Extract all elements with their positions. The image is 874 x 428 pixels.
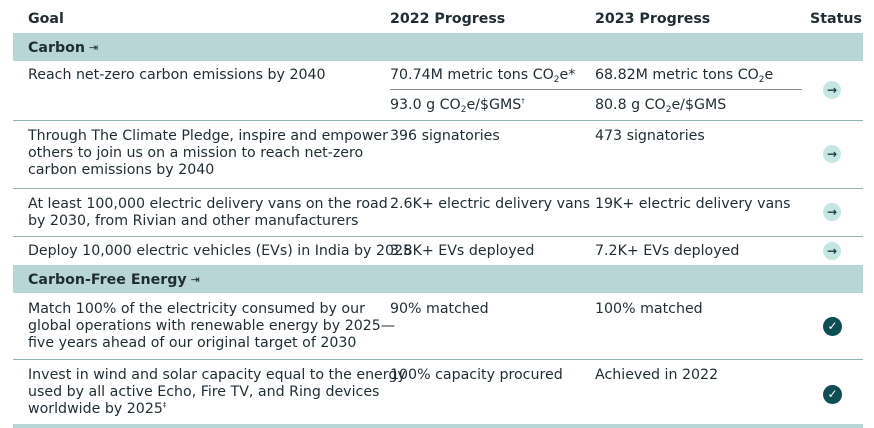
section-band-carbon (13, 33, 863, 61)
goal-text: others to join us on a mission to reach … (28, 145, 364, 161)
row-divider (13, 359, 863, 360)
progress-2023-value: Achieved in 2022 (595, 367, 719, 383)
progress-2023-value: 19K+ electric delivery vans (595, 196, 791, 212)
goal-text: used by all active Echo, Fire TV, and Ri… (28, 384, 380, 400)
goal-text: Reach net-zero carbon emissions by 2040 (28, 67, 326, 83)
progress-2023-value: 473 signatories (595, 128, 705, 144)
goal-text: Invest in wind and solar capacity equal … (28, 367, 406, 383)
row-divider (13, 120, 863, 121)
progress-2022-value: 70.74M metric tons CO2e* (390, 67, 576, 85)
check-icon: ✓ (823, 317, 842, 336)
goal-text: carbon emissions by 2040 (28, 162, 215, 178)
section-title-label: Carbon (28, 40, 85, 56)
row-divider (13, 236, 863, 237)
progress-2023-value: 100% matched (595, 301, 703, 317)
goal-text: Deploy 10,000 electric vehicles (EVs) in… (28, 243, 413, 259)
goal-text: by 2030, from Rivian and other manufactu… (28, 213, 359, 229)
goal-text: global operations with renewable energy … (28, 318, 396, 334)
progress-2022-value: 3.8K+ EVs deployed (390, 243, 535, 259)
section-title-carbon-free-energy[interactable]: Carbon-Free Energy ⇥ (28, 271, 200, 289)
section-band-carbon-free-energy (13, 265, 863, 293)
check-icon: ✓ (823, 385, 842, 404)
progress-2022-value: 396 signatories (390, 128, 500, 144)
progress-2023-value: 80.8 g CO2e/$GMS (595, 97, 727, 115)
progress-2022-value: 2.6K+ electric delivery vans (390, 196, 591, 212)
arrow-right-icon[interactable]: → (823, 203, 841, 221)
progress-2023-value: 7.2K+ EVs deployed (595, 243, 740, 259)
progress-2022-value: 93.0 g CO2e/$GMS† (390, 97, 525, 115)
goal-text: five years ahead of our original target … (28, 335, 357, 351)
section-title-carbon[interactable]: Carbon ⇥ (28, 39, 98, 57)
arrow-right-icon[interactable]: → (823, 242, 841, 260)
subrow-divider (390, 89, 802, 90)
progress-2022-value: 90% matched (390, 301, 489, 317)
section-title-label: Carbon-Free Energy (28, 272, 187, 288)
progress-2023-value: 68.82M metric tons CO2e (595, 67, 774, 85)
column-header-goal: Goal (28, 11, 64, 27)
goal-text: worldwide by 2025‡ (28, 401, 167, 417)
goal-text: Through The Climate Pledge, inspire and … (28, 128, 388, 144)
goal-text: At least 100,000 electric delivery vans … (28, 196, 388, 212)
column-header-2022-progress: 2022 Progress (390, 11, 506, 27)
section-link-icon[interactable]: ⇥ (89, 41, 99, 54)
column-header-status: Status (810, 11, 862, 27)
progress-2022-value: 100% capacity procured (390, 367, 563, 383)
table-bottom-band (13, 424, 863, 428)
row-divider (13, 188, 863, 189)
section-link-icon[interactable]: ⇥ (190, 273, 200, 286)
column-header-2023-progress: 2023 Progress (595, 11, 711, 27)
arrow-right-icon[interactable]: → (823, 81, 841, 99)
arrow-right-icon[interactable]: → (823, 145, 841, 163)
goal-text: Match 100% of the electricity consumed b… (28, 301, 365, 317)
